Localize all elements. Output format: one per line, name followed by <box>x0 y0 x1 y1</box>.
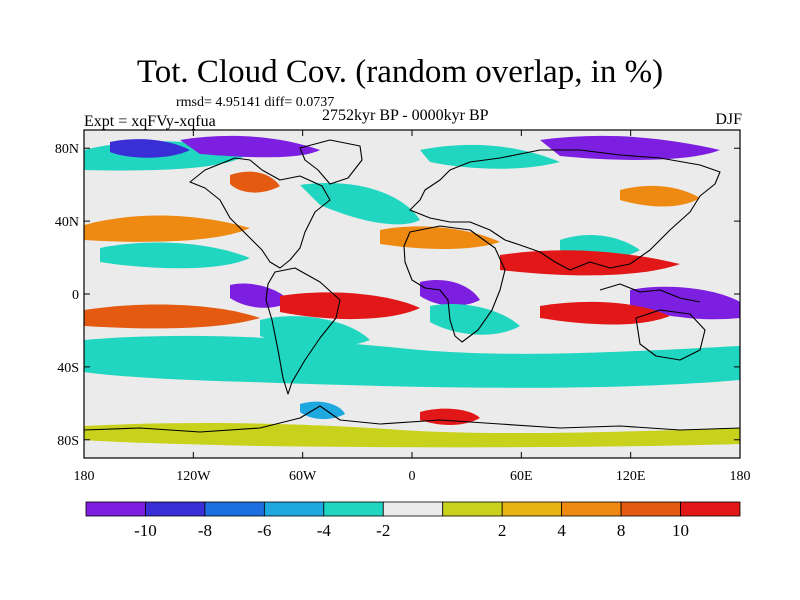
y-tick-label: 40N <box>55 215 79 230</box>
blob-neg-central-africa <box>420 280 480 306</box>
anomaly-field <box>84 130 740 458</box>
colorbar-swatch <box>561 501 622 517</box>
colorbar-label: 10 <box>672 521 689 540</box>
colorbar-label: -8 <box>198 521 212 540</box>
colorbar-swatch <box>145 501 206 517</box>
colorbar-label: 2 <box>498 521 507 540</box>
blob-neg-arctic-europe <box>420 144 560 169</box>
blob-neg-arctic-siberia <box>540 135 720 160</box>
blob-neg-north-pacific <box>100 242 250 269</box>
blob-pos-east-asia <box>620 185 700 207</box>
coast-south-america <box>265 267 341 395</box>
colorbar-swatch <box>323 501 384 517</box>
y-tick-label: 40S <box>57 361 79 376</box>
blob-pos-south-asia <box>500 250 680 276</box>
blob-pos-greenland <box>230 171 280 193</box>
blob-pos-south-pacific <box>84 304 260 329</box>
y-tick-label: 80S <box>57 434 79 449</box>
colorbar-label: -6 <box>257 521 271 540</box>
coast-eurasia <box>409 149 721 271</box>
colorbar-swatch <box>382 501 444 517</box>
stats-line: rmsd= 4.95141 diff= 0.0737 <box>176 95 335 110</box>
colorbar-labels: -10 -8 -6 -4 -2 2 4 8 10 <box>134 521 689 540</box>
x-tick-label: 120E <box>616 469 646 484</box>
x-tick-label: 180 <box>74 469 95 484</box>
colorbar-swatch <box>263 501 325 517</box>
colorbar-swatch <box>620 501 681 517</box>
season-label: DJF <box>715 111 742 128</box>
coast-australia <box>635 309 706 361</box>
x-tick-labels: 180 120W 60W 0 60E 120E 180 <box>74 469 751 484</box>
colorbar-label: -10 <box>134 521 157 540</box>
period-label: 2752kyr BP - 0000kyr BP <box>322 107 489 124</box>
coast-north-america <box>189 157 331 269</box>
blob-neg-arctic-pacific-core <box>110 139 190 158</box>
coast-africa <box>403 225 506 343</box>
colorbar-swatch <box>442 501 503 517</box>
colorbar-swatch <box>501 501 563 517</box>
axis-ticks <box>83 130 741 458</box>
plot-title: Tot. Cloud Cov. (random overlap, in %) <box>136 54 664 90</box>
x-tick-label: 60W <box>289 469 317 484</box>
colorbar-label: 8 <box>617 521 626 540</box>
experiment-label: Expt = xqFVy-xqfua <box>84 113 216 130</box>
coast-antarctica <box>84 405 740 433</box>
colorbar-swatch <box>204 501 265 517</box>
colorbar-swatch <box>680 501 741 517</box>
colorbar-swatch <box>85 501 146 517</box>
coast-maritime <box>599 283 701 303</box>
colorbar-label: -2 <box>376 521 390 540</box>
coastlines <box>84 139 740 433</box>
blob-pos-north-pacific <box>84 215 250 242</box>
blob-pos-antarctic-coast <box>420 408 480 425</box>
y-tick-label: 80N <box>55 142 79 157</box>
blob-pos-indian-ocean <box>540 301 670 325</box>
x-tick-label: 60E <box>510 469 533 484</box>
colorbar-label: -4 <box>317 521 332 540</box>
blob-neg-canada-arctic <box>180 135 320 158</box>
coast-greenland <box>299 139 363 185</box>
blob-neg-amazon <box>230 283 290 308</box>
blob-neg-north-atlantic <box>300 183 420 225</box>
colorbar-label: 4 <box>557 521 566 540</box>
y-tick-labels: 80N 40N 0 40S 80S <box>55 142 79 449</box>
colorbar <box>85 501 741 517</box>
blob-pos-tropical-atlantic <box>280 292 420 320</box>
x-tick-label: 0 <box>409 469 416 484</box>
y-tick-label: 0 <box>72 288 79 303</box>
blob-neg-southern-ocean-band <box>84 335 740 388</box>
x-tick-label: 180 <box>730 469 751 484</box>
blob-neg-weddell <box>300 401 345 420</box>
x-tick-label: 120W <box>176 469 211 484</box>
